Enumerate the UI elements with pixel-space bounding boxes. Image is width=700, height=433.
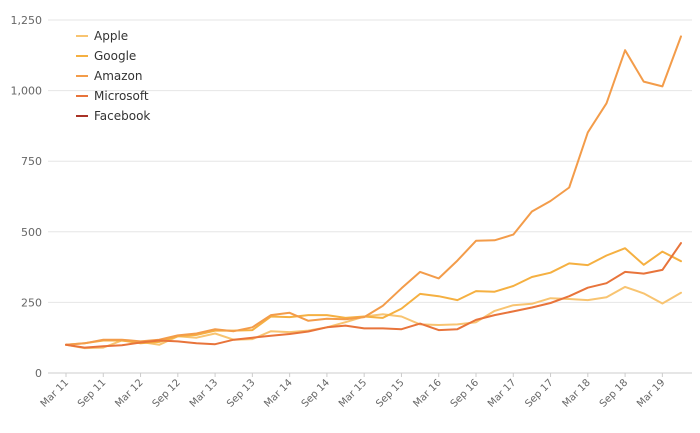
y-tick-label: 500 [21, 226, 42, 239]
x-tick-label: Mar 11 [39, 377, 71, 409]
series-line-google [65, 247, 682, 346]
x-tick-label: Mar 17 [486, 377, 518, 409]
legend-label-facebook: Facebook [94, 109, 150, 123]
x-tick-label: Mar 16 [411, 377, 443, 409]
y-tick-label: 0 [35, 367, 42, 380]
x-tick-label: Sep 11 [76, 377, 108, 409]
x-tick-label: Sep 13 [225, 377, 257, 409]
x-tick-label: Sep 18 [598, 377, 630, 409]
x-tick-label: Sep 16 [449, 377, 481, 409]
x-tick-label: Mar 13 [188, 377, 220, 409]
x-tick-label: Mar 14 [262, 377, 294, 409]
y-tick-label: 750 [21, 155, 42, 168]
legend-label-google: Google [94, 49, 136, 63]
legend-label-apple: Apple [94, 29, 128, 43]
x-tick-label: Mar 19 [635, 377, 667, 409]
legend: Apple Google Amazon Microsoft Facebook [76, 29, 150, 123]
legend-label-microsoft: Microsoft [94, 89, 149, 103]
y-tick-label: 250 [21, 296, 42, 309]
series-line-microsoft [65, 242, 682, 349]
x-tick-label: Mar 12 [113, 377, 145, 409]
x-tick-label: Sep 14 [300, 377, 332, 409]
x-tick-label: Sep 17 [523, 377, 555, 409]
series-lines [65, 35, 682, 350]
x-tick-label: Sep 15 [374, 377, 406, 409]
x-tick-label: Mar 18 [561, 377, 593, 409]
y-tick-label: 1,250 [11, 14, 43, 27]
series-line-amazon [65, 35, 682, 346]
x-axis: Mar 11 Sep 11 Mar 12 Sep 12 Mar 13 Sep 13 Mar … [39, 373, 667, 410]
legend-label-amazon: Amazon [94, 69, 143, 83]
y-tick-label: 1,000 [11, 85, 43, 98]
x-tick-label: Mar 15 [337, 377, 369, 409]
y-axis: 0 250 500 750 1,000 1,250 [11, 14, 43, 380]
x-tick-label: Sep 12 [151, 377, 183, 409]
grid [48, 19, 692, 374]
